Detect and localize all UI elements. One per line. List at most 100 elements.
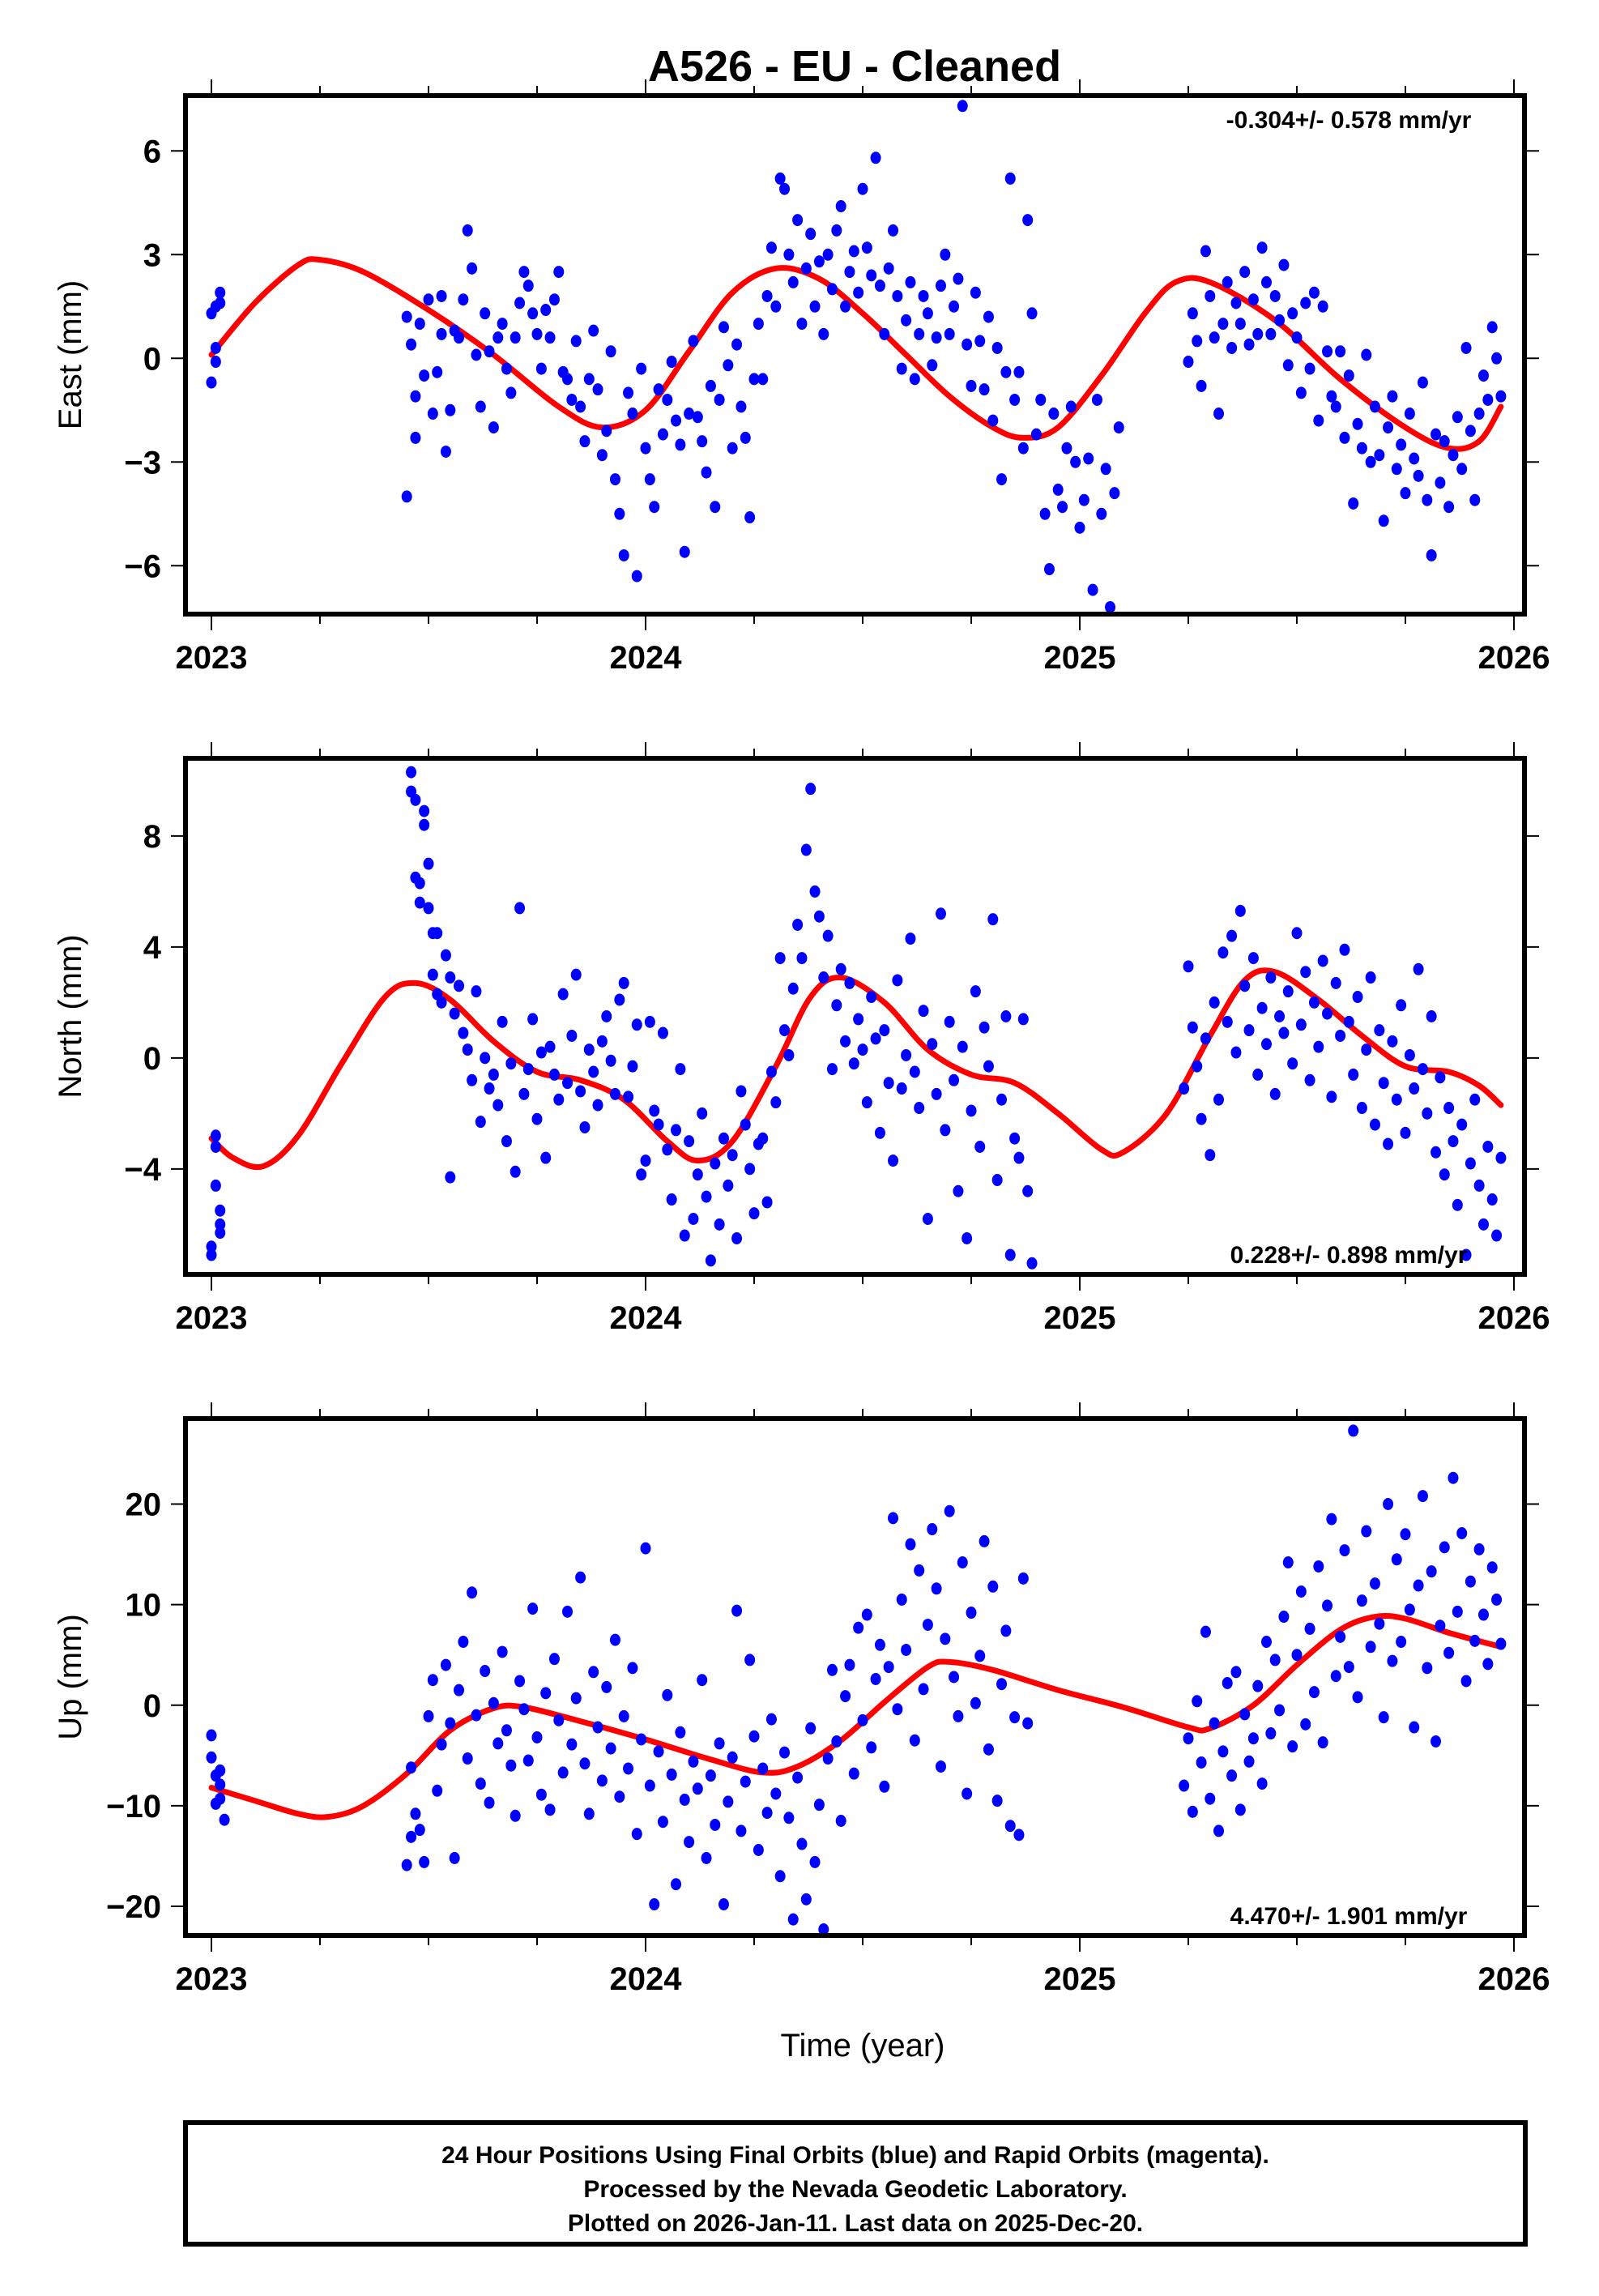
data-point — [1282, 985, 1294, 998]
data-point — [1196, 379, 1207, 392]
data-point — [914, 1102, 925, 1115]
data-point — [935, 280, 946, 292]
data-point — [740, 431, 751, 444]
data-point — [944, 1015, 955, 1028]
data-point — [1043, 563, 1055, 576]
data-point — [800, 262, 812, 275]
data-point — [410, 390, 421, 403]
data-point — [736, 400, 747, 413]
data-point — [644, 473, 655, 486]
data-point — [866, 1741, 877, 1754]
data-point — [1183, 1732, 1194, 1745]
x-tick-label: 2024 — [610, 1961, 683, 1997]
data-point — [1387, 1035, 1398, 1048]
data-point — [675, 438, 686, 451]
data-point — [1404, 1048, 1415, 1061]
data-point — [1100, 463, 1111, 476]
data-point — [609, 1633, 620, 1646]
data-point — [1022, 1717, 1034, 1730]
data-point — [1017, 1013, 1029, 1026]
data-point — [1356, 442, 1367, 455]
data-point — [1013, 1151, 1025, 1164]
data-point — [1052, 483, 1064, 496]
data-point — [944, 327, 955, 340]
data-point — [1460, 1675, 1472, 1688]
data-point — [653, 383, 664, 396]
data-point — [1226, 929, 1238, 942]
data-point — [840, 1035, 851, 1048]
data-point — [718, 321, 729, 334]
x-tick-label: 2024 — [610, 640, 683, 676]
data-point — [1383, 1137, 1394, 1150]
data-point — [449, 1851, 460, 1864]
data-point — [1256, 241, 1268, 254]
data-point — [1343, 1661, 1354, 1674]
data-point — [922, 1618, 933, 1631]
data-point — [888, 1512, 899, 1525]
data-point — [1265, 971, 1277, 984]
data-point — [522, 1063, 534, 1076]
data-point — [1009, 1132, 1021, 1145]
data-point — [557, 1766, 569, 1779]
data-point — [991, 341, 1003, 354]
data-point — [970, 985, 981, 998]
data-point — [792, 1771, 804, 1784]
data-point — [1039, 507, 1051, 520]
data-point — [705, 379, 716, 392]
data-point — [770, 1787, 782, 1800]
data-point — [588, 1666, 599, 1679]
data-point — [406, 1830, 417, 1843]
data-point — [848, 1057, 859, 1070]
data-point — [454, 1684, 465, 1696]
data-point — [662, 1688, 673, 1701]
data-point — [1213, 1093, 1225, 1106]
data-point — [440, 445, 451, 458]
data-point — [1495, 1637, 1507, 1650]
data-point — [1179, 1082, 1190, 1095]
x-axis-label: Time (year) — [781, 2028, 945, 2063]
data-point — [1265, 327, 1277, 340]
data-point — [909, 1065, 920, 1078]
data-point — [1265, 1727, 1277, 1740]
data-point — [462, 224, 473, 237]
data-point — [914, 327, 925, 340]
data-point — [601, 1010, 612, 1022]
data-point — [991, 1174, 1003, 1187]
data-point — [562, 1077, 574, 1090]
data-point — [662, 393, 673, 406]
data-point — [896, 1593, 907, 1606]
data-point — [718, 1132, 729, 1145]
data-point — [553, 1093, 565, 1106]
data-point — [1369, 1577, 1380, 1590]
data-point — [892, 974, 903, 987]
data-point — [570, 335, 582, 348]
data-point — [870, 1032, 881, 1045]
data-point — [614, 993, 625, 1006]
data-point — [609, 473, 620, 486]
data-point — [406, 1761, 417, 1774]
data-point — [1287, 1057, 1298, 1070]
data-point — [697, 1107, 708, 1120]
data-point — [1348, 1068, 1359, 1081]
data-point — [1026, 1257, 1038, 1270]
data-point — [792, 214, 804, 227]
data-point — [675, 1726, 686, 1739]
data-point — [1400, 1528, 1411, 1541]
data-point — [753, 1843, 764, 1856]
data-point — [983, 1060, 994, 1073]
data-point — [497, 1015, 508, 1028]
data-point — [436, 1738, 447, 1751]
data-point — [1456, 1118, 1468, 1131]
data-point — [488, 1068, 499, 1081]
data-point — [1017, 1572, 1029, 1585]
data-point — [1187, 1021, 1198, 1034]
data-point — [1209, 996, 1220, 1009]
data-point — [475, 1116, 486, 1129]
data-point — [488, 421, 499, 434]
data-point — [1391, 1553, 1402, 1566]
data-point — [480, 1665, 491, 1678]
data-point — [796, 952, 808, 965]
data-point — [1491, 352, 1503, 365]
data-point — [540, 304, 552, 317]
